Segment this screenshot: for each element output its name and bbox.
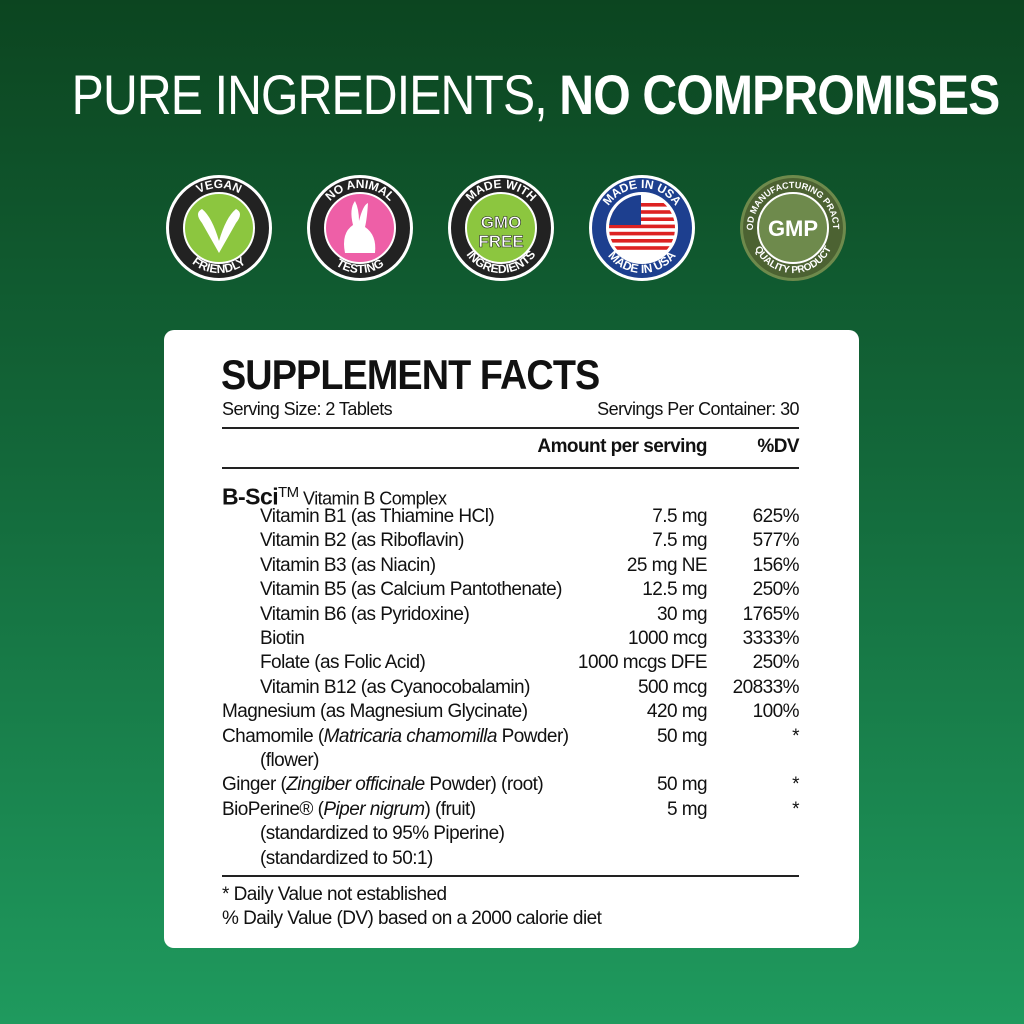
ingredient-name: Biotin <box>260 628 305 650</box>
svg-text:GMO: GMO <box>481 213 522 232</box>
badge-4: GOOD MANUFACTURING PRACTICE QUALITY PROD… <box>734 165 848 283</box>
group-name: B-Sci <box>222 483 279 510</box>
ingredient-amount: 7.5 mg <box>652 530 707 552</box>
group-heading: B-SciTM Vitamin B Complex <box>222 482 447 510</box>
headline-bold: NO COMPROMISES <box>559 63 1000 126</box>
ingredient-name: (flower) <box>260 750 319 772</box>
ingredient-dv: 156% <box>752 554 800 576</box>
name-text: Ginger ( <box>222 774 287 796</box>
ingredient-amount: 1000 mcg <box>627 628 708 649</box>
trademark: TM <box>278 484 299 501</box>
rabbit-icon: NO ANIMAL TESTING <box>307 175 413 281</box>
name-text: Folate (as Folic Acid) <box>260 652 426 674</box>
ingredient-amount: 420 mg <box>646 701 708 723</box>
name-text: (standardized to 95% Piperine) <box>260 823 505 845</box>
badge-1: NO ANIMAL TESTING <box>305 173 415 283</box>
name-text: Vitamin B3 (as Niacin) <box>260 554 436 576</box>
name-text: Magnesium (as Magnesium Glycinate) <box>222 701 528 723</box>
latin-name: Zingiber officinale <box>286 774 425 796</box>
ingredient-dv: 20833% <box>732 676 800 698</box>
svg-text:TESTING: TESTING <box>334 256 386 276</box>
headline: PURE INGREDIENTS, NO COMPROMISES <box>71 62 1001 127</box>
ingredient-name: Vitamin B1 (as Thiamine HCl) <box>260 506 495 528</box>
headline-light: PURE INGREDIENTS, <box>71 63 560 126</box>
name-text: Biotin <box>260 628 305 649</box>
footnote-daily-value: * Daily Value not established <box>222 884 447 905</box>
ingredient-amount: 500 mcg <box>637 676 708 698</box>
ingredient-name: BioPerine® (Piper nigrum) (fruit) <box>222 799 476 821</box>
ingredient-name: Vitamin B5 (as Calcium Pantothenate) <box>260 579 563 601</box>
ingredient-name: Ginger (Zingiber officinale Powder) (roo… <box>222 774 544 796</box>
name-text: Vitamin B12 (as Cyanocobalamin) <box>260 676 530 698</box>
vegan-leaf-icon: VEGAN FRIENDLY <box>166 175 272 281</box>
ingredient-dv: * <box>792 798 799 820</box>
supplement-facts-panel: SUPPLEMENT FACTS Serving Size: 2 Tablets… <box>164 330 859 948</box>
serving-size: Serving Size: 2 Tablets <box>222 399 393 419</box>
ingredient-name: Vitamin B2 (as Riboflavin) <box>260 530 465 552</box>
latin-name: Piper nigrum <box>323 798 425 820</box>
footnote-calorie: % Daily Value (DV) based on a 2000 calor… <box>222 908 602 929</box>
ingredient-amount: 25 mg NE <box>626 554 708 576</box>
ingredient-name: Chamomile (Matricaria chamomilla Powder) <box>222 726 569 748</box>
ingredient-amount: 50 mg <box>656 774 708 796</box>
svg-text:FRIENDLY: FRIENDLY <box>190 254 248 276</box>
ingredient-dv: 625% <box>752 506 800 527</box>
name-suffix: Powder) <box>496 725 569 747</box>
divider <box>222 427 799 429</box>
name-text: Chamomile ( <box>222 725 324 747</box>
name-text: Vitamin B5 (as Calcium Pantothenate) <box>260 579 563 601</box>
ingredient-dv: 100% <box>752 701 800 723</box>
usa-flag-icon: MADE IN USA MADE IN USA <box>589 175 695 281</box>
servings-per-container: Servings Per Container: 30 <box>597 399 799 419</box>
ingredient-amount: 30 mg <box>656 603 708 625</box>
divider <box>222 875 799 877</box>
latin-name: Matricaria chamomilla <box>323 725 498 747</box>
ingredient-name: Vitamin B3 (as Niacin) <box>260 555 436 577</box>
ingredient-dv: 250% <box>752 652 800 674</box>
name-text: Vitamin B1 (as Thiamine HCl) <box>260 506 495 527</box>
name-text: (flower) <box>260 750 319 771</box>
ingredient-name: Magnesium (as Magnesium Glycinate) <box>222 701 528 723</box>
ingredient-dv: * <box>792 774 799 796</box>
name-suffix: ) (fruit) <box>424 798 477 820</box>
name-text: Vitamin B2 (as Riboflavin) <box>260 530 465 552</box>
svg-text:FREE: FREE <box>478 232 523 251</box>
name-text: (standardized to 50:1) <box>260 847 433 869</box>
ingredient-name: Folate (as Folic Acid) <box>260 652 426 674</box>
group-desc: Vitamin B Complex <box>298 488 447 509</box>
facts-title: SUPPLEMENT FACTS <box>221 351 600 398</box>
ingredient-amount: 5 mg <box>666 798 708 820</box>
svg-text:GMP: GMP <box>768 216 818 241</box>
gmp-seal-icon: GOOD MANUFACTURING PRACTICE QUALITY PROD… <box>734 165 846 281</box>
ingredient-name: (standardized to 50:1) <box>260 848 433 870</box>
ingredient-amount: 1000 mcgs DFE <box>577 652 708 674</box>
amount-header: Amount per serving <box>537 436 707 457</box>
ingredient-dv: * <box>792 725 799 747</box>
ingredient-name: Vitamin B6 (as Pyridoxine) <box>260 603 470 626</box>
ingredient-amount: 50 mg <box>656 725 708 747</box>
name-suffix: Powder) (root) <box>424 774 544 796</box>
badge-2: MADE WITH INGREDIENTS GMO FREE <box>446 173 556 283</box>
ingredient-dv: 3333% <box>742 628 800 649</box>
ingredient-amount: 7.5 mg <box>652 506 707 527</box>
svg-text:VEGAN: VEGAN <box>194 177 244 196</box>
ingredient-name: Vitamin B12 (as Cyanocobalamin) <box>260 677 530 699</box>
ingredient-amount: 12.5 mg <box>642 579 707 601</box>
badge-3: MADE IN USA MADE IN USA <box>587 173 697 283</box>
divider <box>222 467 799 469</box>
ingredient-dv: 577% <box>752 530 800 552</box>
badge-0: VEGAN FRIENDLY <box>164 173 274 283</box>
name-text: BioPerine® ( <box>222 798 324 820</box>
name-text: Vitamin B6 (as Pyridoxine) <box>260 603 470 625</box>
ingredient-dv: 1765% <box>742 603 800 625</box>
dv-header: %DV <box>757 436 799 457</box>
certification-badges: VEGAN FRIENDLY NO ANIMAL TESTING MADE WI… <box>0 165 1024 285</box>
ingredient-dv: 250% <box>752 579 800 601</box>
ingredient-name: (standardized to 95% Piperine) <box>260 823 505 845</box>
